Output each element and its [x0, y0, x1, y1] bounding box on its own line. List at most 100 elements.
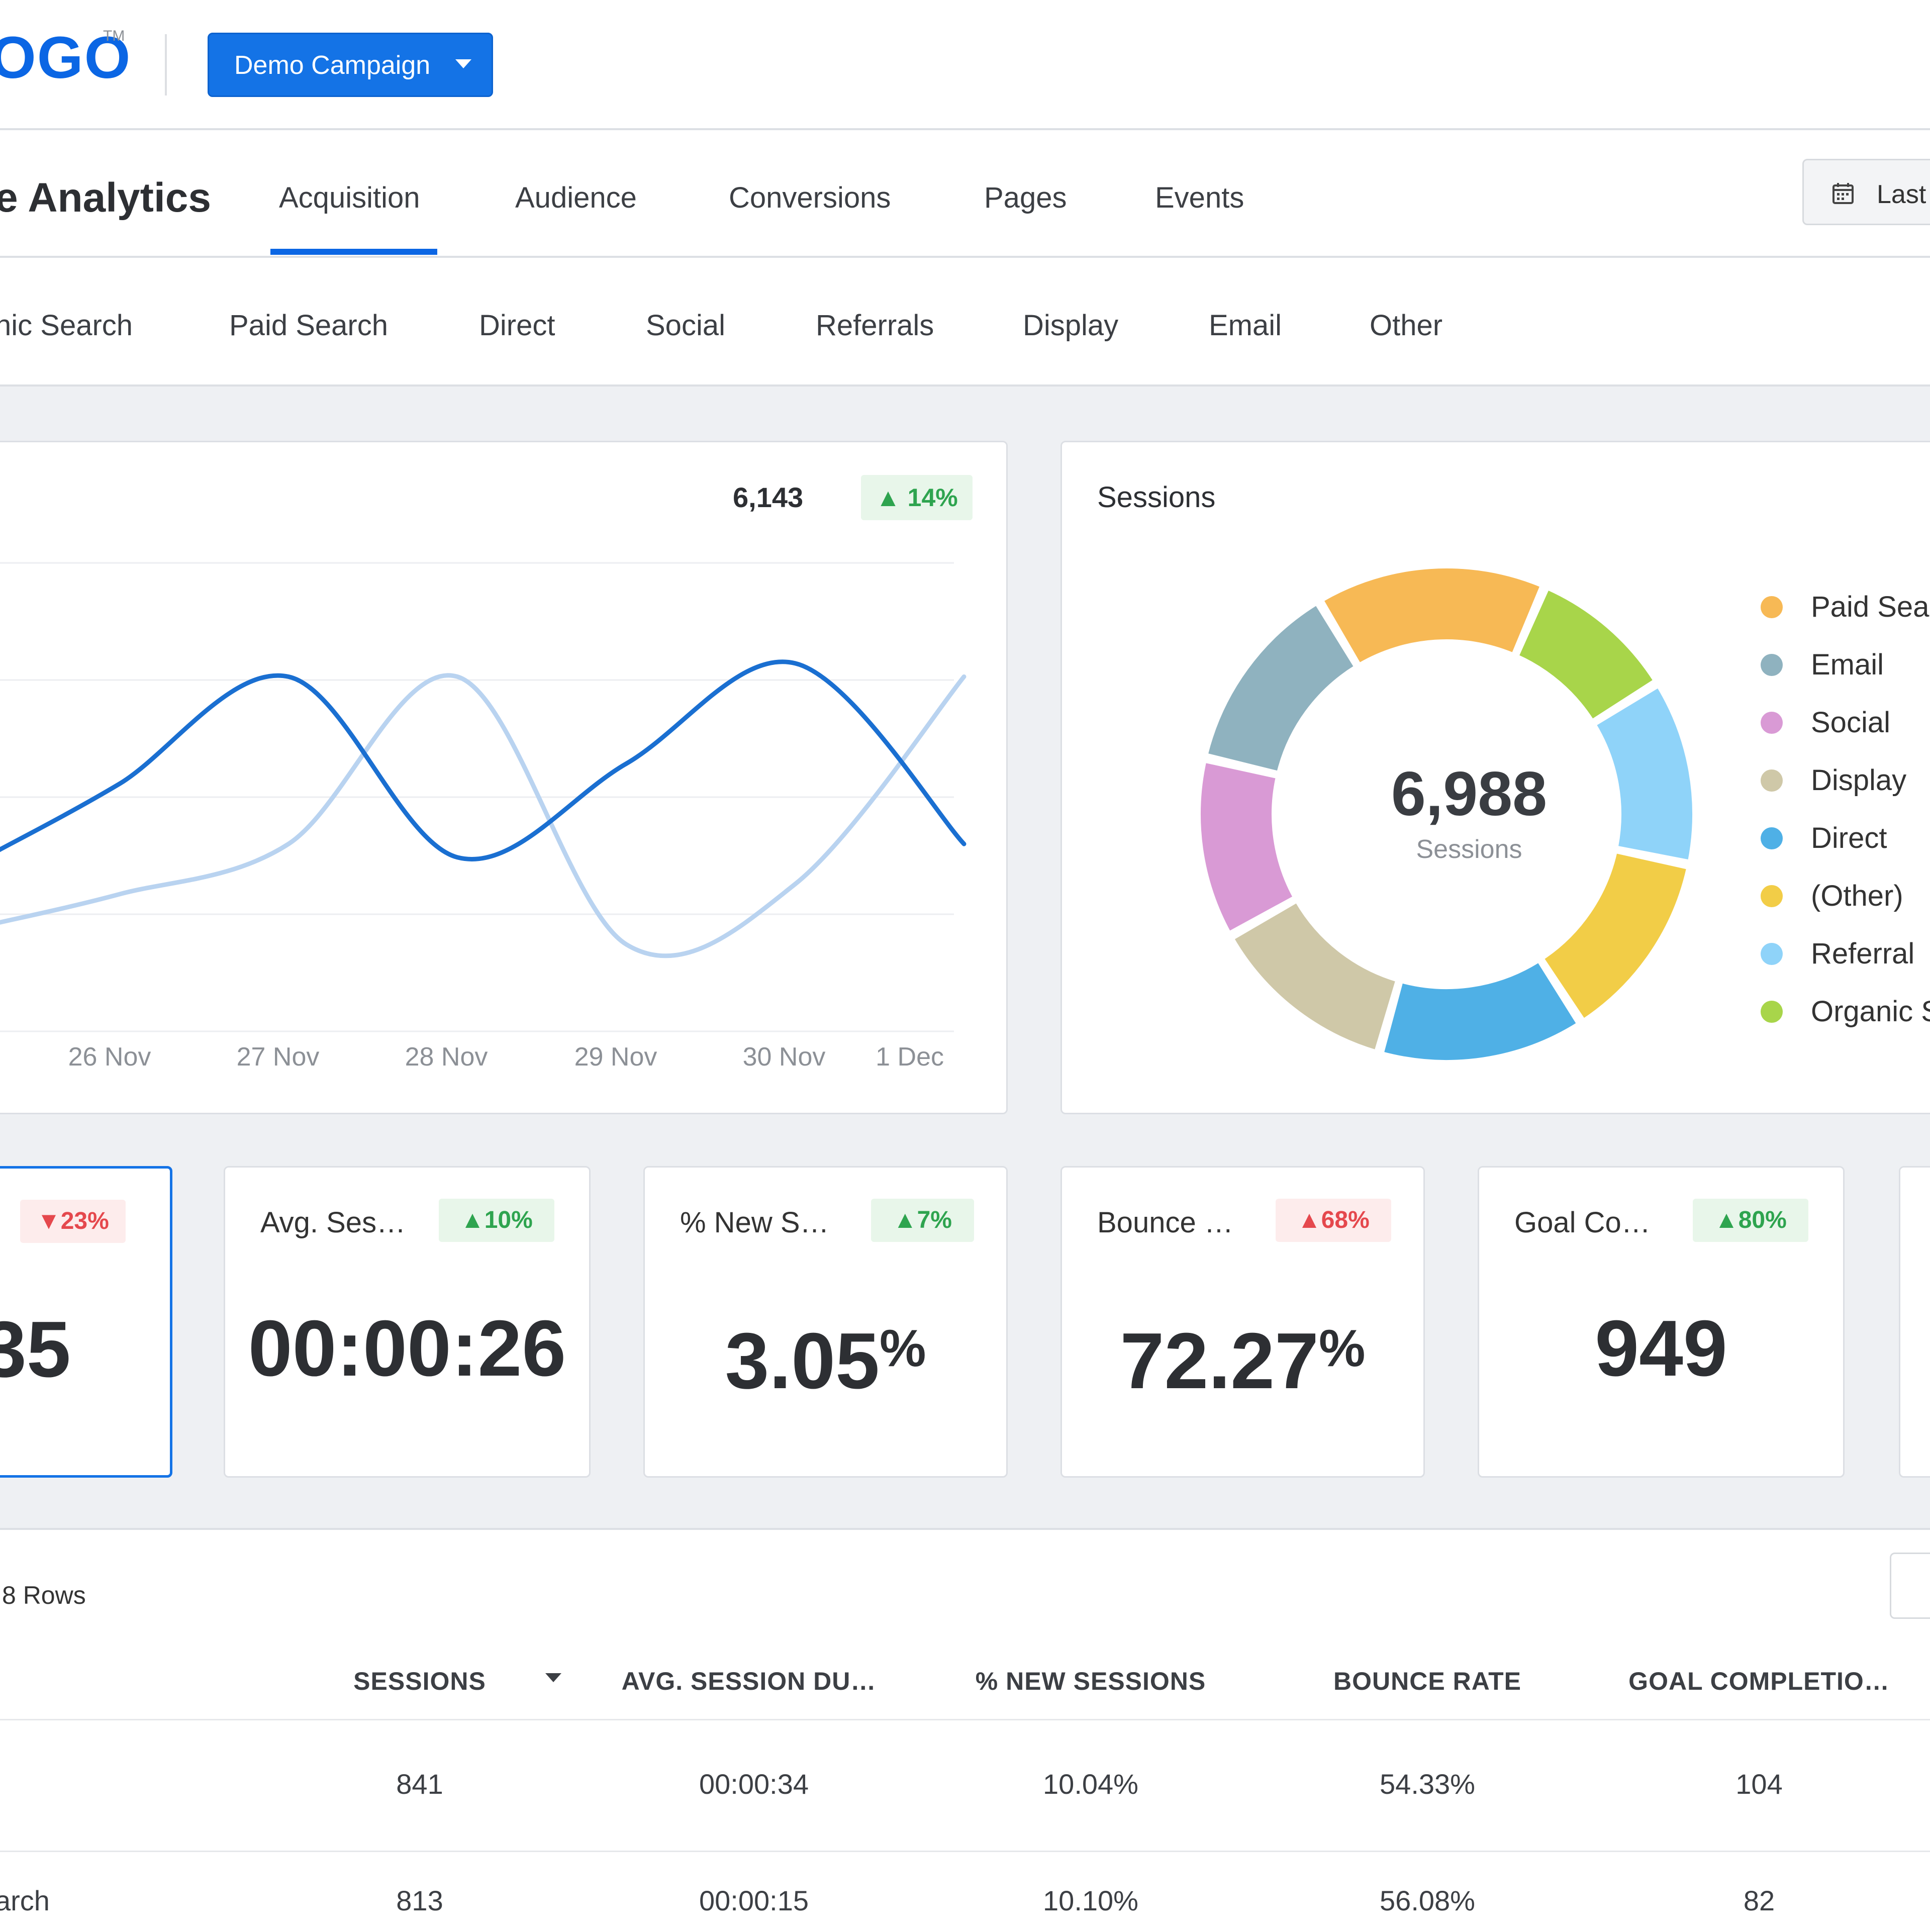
kpi-card-sessions[interactable]: ▼23% 35	[0, 1166, 172, 1478]
date-range-button[interactable]: Last	[1802, 159, 1930, 225]
tab-events[interactable]: Events	[1155, 181, 1244, 214]
legend-item[interactable]: Display	[1761, 757, 1930, 803]
tab-audience[interactable]: Audience	[515, 181, 637, 214]
legend-item[interactable]: Referral	[1761, 931, 1930, 976]
line-chart: 26 Nov 27 Nov 28 Nov 29 Nov 30 Nov 1 Dec	[0, 562, 967, 1072]
kpi-card-partial[interactable]	[1899, 1166, 1930, 1478]
subtab-social[interactable]: Social	[646, 309, 725, 342]
change-value: 68%	[1321, 1207, 1370, 1233]
donut-center-value: 6,988	[1391, 759, 1548, 829]
tab-conversions[interactable]: Conversions	[729, 181, 891, 214]
column-header-sessions[interactable]: SESSIONS	[353, 1667, 486, 1695]
header-divider	[165, 34, 167, 95]
column-header-goal-completions[interactable]: GOAL COMPLETIO…	[1628, 1667, 1890, 1695]
cell-sessions: 841	[396, 1768, 443, 1800]
campaign-dropdown-button[interactable]: Demo Campaign	[208, 33, 493, 97]
change-value: 7%	[917, 1207, 952, 1233]
x-tick-label: 1 Dec	[876, 1042, 944, 1072]
kpi-change-badge: ▼23%	[20, 1200, 126, 1243]
legend-dot-icon	[1761, 654, 1783, 676]
line-point	[795, 884, 796, 885]
kpi-card-goal-completions[interactable]: Goal Co… ▲80% 949	[1478, 1166, 1845, 1478]
legend-label: Display	[1811, 764, 1907, 797]
subtab-display[interactable]: Display	[1023, 309, 1119, 342]
donut-title: Sessions	[1097, 481, 1216, 514]
donut-slice-paid-sea[interactable]	[1320, 565, 1543, 666]
row-name: arch	[0, 1885, 50, 1916]
logo[interactable]: OGO	[0, 25, 132, 91]
donut-slice-direct[interactable]	[1380, 959, 1580, 1064]
x-tick-label: 28 Nov	[405, 1042, 488, 1072]
kpi-title: Avg. Ses…	[260, 1206, 406, 1239]
subtab-other[interactable]: Other	[1370, 309, 1443, 342]
donut-slice-email[interactable]	[1204, 602, 1358, 775]
kpi-title: Bounce …	[1097, 1206, 1233, 1239]
tab-pages[interactable]: Pages	[984, 181, 1067, 214]
kpi-change-badge: ▲80%	[1693, 1199, 1808, 1242]
column-header-avg-session-duration[interactable]: AVG. SESSION DU…	[621, 1667, 877, 1695]
subtab-direct[interactable]: Direct	[479, 309, 555, 342]
x-tick-label: 29 Nov	[574, 1042, 657, 1072]
kpi-unit: %	[1318, 1319, 1366, 1378]
kpi-number: 3.05	[725, 1317, 880, 1405]
subtab-referrals[interactable]: Referrals	[816, 309, 934, 342]
cell-bounce-rate: 54.33%	[1380, 1768, 1475, 1800]
main-nav: e Analytics Acquisition Audience Convers…	[0, 130, 1930, 258]
legend-item[interactable]: Direct	[1761, 815, 1930, 860]
legend-label: Paid Sea	[1811, 591, 1929, 623]
kpi-value: 3.05%	[645, 1303, 1006, 1406]
legend-label: Direct	[1811, 822, 1887, 854]
legend-item[interactable]: Email	[1761, 642, 1930, 687]
change-value: 80%	[1738, 1207, 1787, 1233]
legend-dot-icon	[1761, 769, 1783, 792]
sort-descending-icon[interactable]	[545, 1673, 561, 1682]
calendar-icon	[1832, 183, 1854, 204]
cell-bounce-rate: 56.08%	[1380, 1885, 1475, 1916]
legend-item[interactable]: Social	[1761, 700, 1930, 745]
kpi-change-badge: ▲7%	[871, 1199, 974, 1242]
donut-slice-organic-s[interactable]	[1515, 587, 1657, 723]
legend-dot-icon	[1761, 712, 1783, 734]
dashboard-main: 26 Nov 27 Nov 28 Nov 29 Nov 30 Nov 1 Dec 6,14…	[0, 387, 1930, 1528]
caret-down-icon	[455, 59, 471, 68]
kpi-title: Goal Co…	[1514, 1206, 1651, 1239]
cell-new-sessions: 10.04%	[1043, 1768, 1138, 1800]
x-tick-label: 30 Nov	[743, 1042, 826, 1072]
rows-count: 8 Rows	[2, 1581, 86, 1609]
column-header-bounce-rate[interactable]: BOUNCE RATE	[1333, 1667, 1521, 1695]
header-divider	[0, 1719, 1930, 1720]
legend-dot-icon	[1761, 1001, 1783, 1023]
kpi-unit: %	[880, 1319, 926, 1378]
kpi-value: 72.27%	[1062, 1303, 1423, 1406]
subtab-email[interactable]: Email	[1209, 309, 1282, 342]
donut-slice-social[interactable]	[1198, 759, 1297, 935]
tab-acquisition[interactable]: Acquisition	[279, 181, 420, 214]
legend-item[interactable]: Organic S	[1761, 989, 1930, 1034]
channel-subnav: nic Search Paid Search Direct Social Ref…	[0, 258, 1930, 387]
subtab-organic-search[interactable]: nic Search	[0, 309, 133, 342]
donut-center-label: Sessions	[1416, 835, 1522, 864]
kpi-number: 72.27	[1120, 1317, 1319, 1405]
sessions-line-chart-card: 26 Nov 27 Nov 28 Nov 29 Nov 30 Nov 1 Dec 6,14…	[0, 441, 1008, 1114]
line-series-1	[0, 673, 967, 958]
kpi-card-new-sessions[interactable]: % New S… ▲7% 3.05%	[643, 1166, 1008, 1478]
donut-chart	[1198, 565, 1695, 1064]
kpi-card-avg-session-duration[interactable]: Avg. Ses… ▲10% 00:00:26	[224, 1166, 591, 1478]
cell-avg-session-duration: 00:00:34	[699, 1768, 809, 1800]
row-divider	[0, 1851, 1930, 1852]
logo-trademark: TM	[103, 28, 125, 44]
donut-slice-display[interactable]	[1230, 899, 1399, 1053]
legend-item[interactable]: Paid Sea	[1761, 584, 1930, 629]
table-search-button[interactable]	[1890, 1553, 1930, 1619]
donut-slice--other-[interactable]	[1540, 850, 1690, 1022]
kpi-card-bounce-rate[interactable]: Bounce … ▲68% 72.27%	[1060, 1166, 1425, 1478]
donut-slice-referral[interactable]	[1593, 684, 1695, 863]
page-title: e Analytics	[0, 175, 211, 221]
legend-label: Referral	[1811, 937, 1915, 970]
column-header-new-sessions[interactable]: % NEW SESSIONS	[975, 1667, 1206, 1695]
kpi-value: 949	[1595, 1304, 1727, 1393]
legend-item[interactable]: (Other)	[1761, 873, 1930, 918]
x-tick-label: 26 Nov	[68, 1042, 151, 1072]
legend-label: Email	[1811, 648, 1884, 681]
subtab-paid-search[interactable]: Paid Search	[229, 309, 388, 342]
